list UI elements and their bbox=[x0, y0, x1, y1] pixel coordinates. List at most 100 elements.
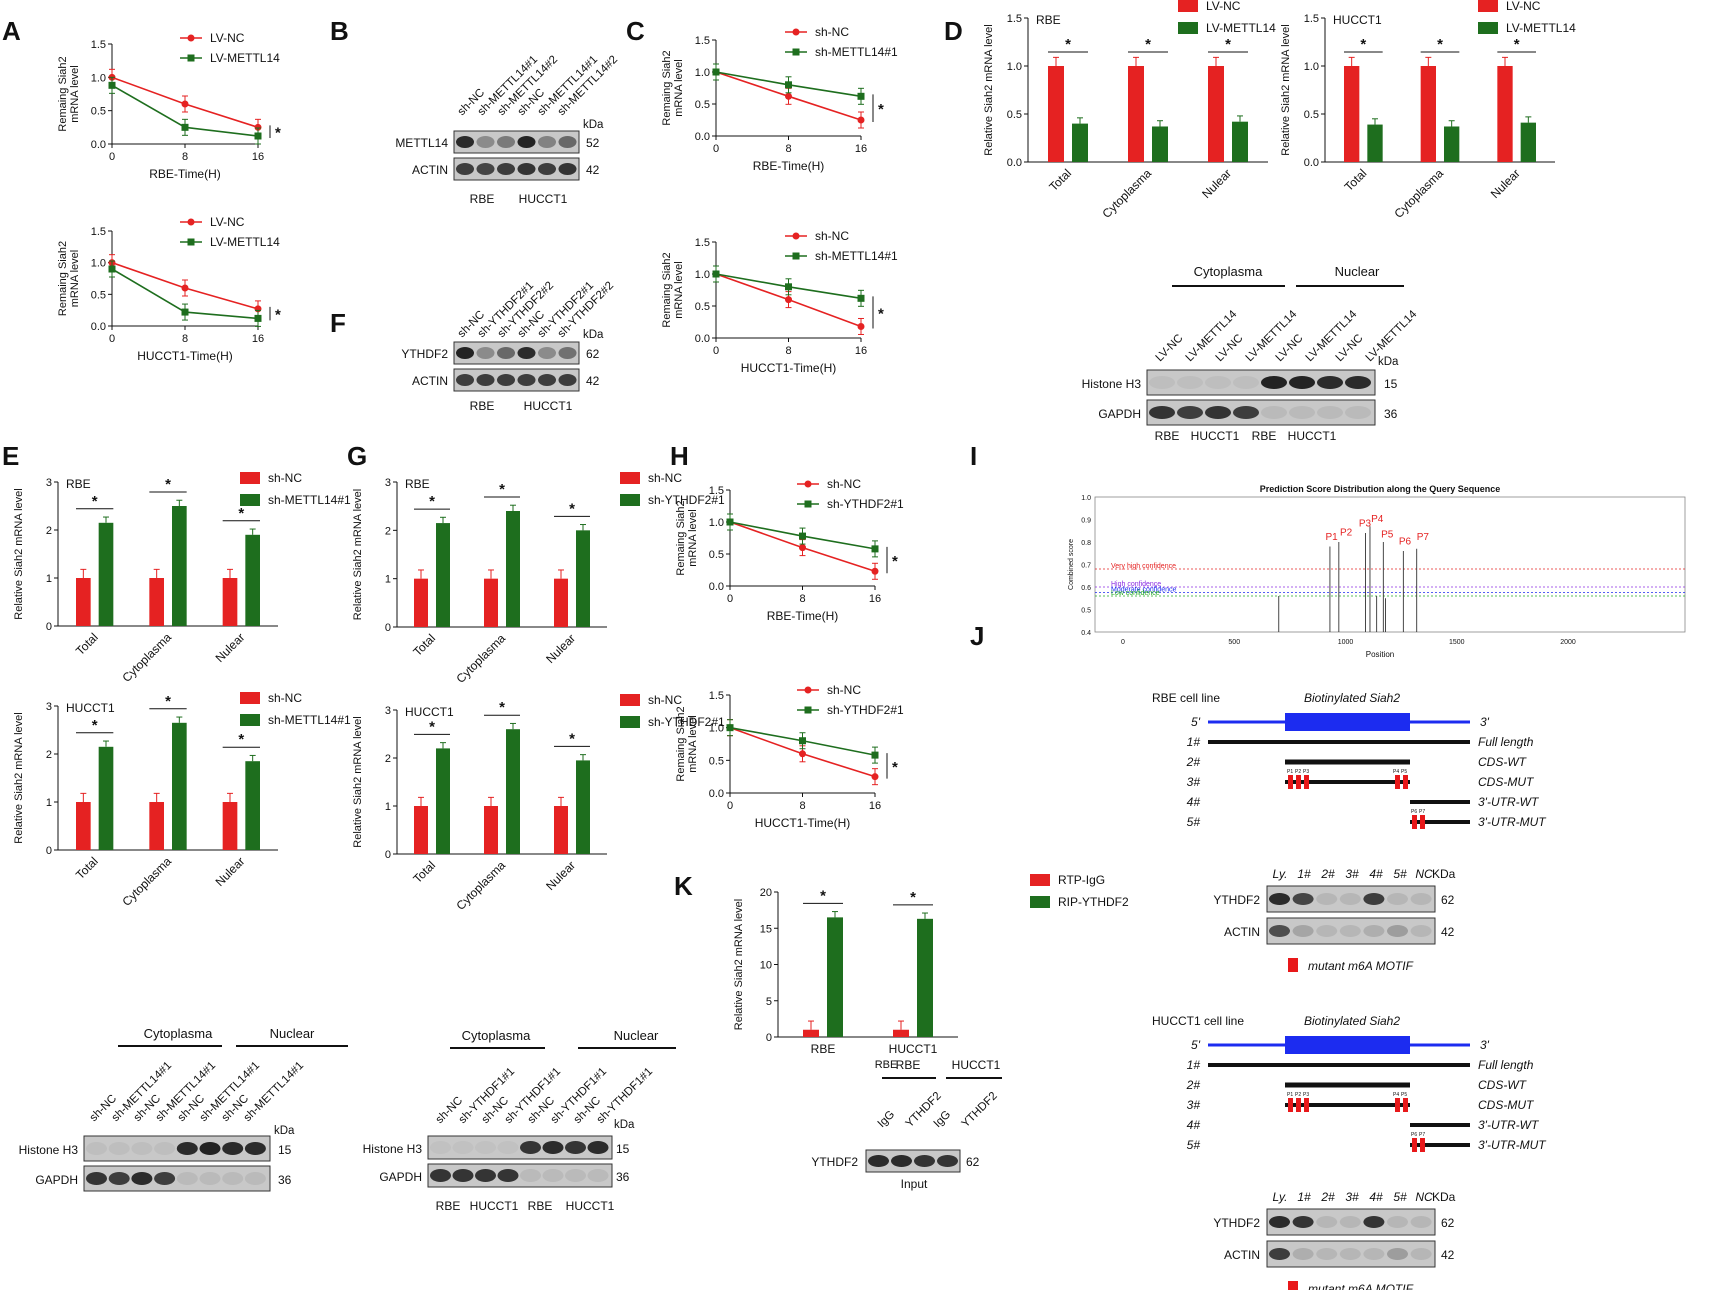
blot-band bbox=[565, 1169, 586, 1182]
y-tick-label: 1.0 bbox=[91, 72, 106, 84]
k-site-label: P5 bbox=[1401, 769, 1407, 775]
x-tick-label: 8 bbox=[182, 333, 188, 345]
k-row-label: 3'-UTR-WT bbox=[1478, 795, 1540, 809]
western-blots: sh-NCsh-METTL14#1sh-METTL14#2sh-NCsh-MET… bbox=[19, 54, 1420, 1213]
panel-label-F: F bbox=[330, 308, 346, 338]
kda-label: 62 bbox=[966, 1155, 980, 1169]
bar-treat-Cytoplasma bbox=[172, 722, 187, 850]
significance-star: * bbox=[820, 887, 826, 904]
j-peak-label: P3 bbox=[1359, 518, 1372, 529]
blot-band bbox=[475, 1169, 496, 1182]
y-tick-label: 0.0 bbox=[709, 581, 724, 593]
blot-band bbox=[199, 1172, 221, 1185]
kda-unit: kDa bbox=[583, 329, 604, 341]
k-kda-unit: KDa bbox=[1432, 867, 1456, 881]
legend-label: LV-METTL14 bbox=[1506, 21, 1576, 35]
blot-band bbox=[497, 1169, 519, 1182]
category-label: Cytoplasma bbox=[1391, 166, 1446, 221]
k-row-label: Full length bbox=[1478, 735, 1534, 749]
blot-band bbox=[587, 1141, 609, 1154]
data-point bbox=[785, 283, 792, 291]
k-mutant-site bbox=[1395, 1098, 1400, 1112]
k-lane-label: 1# bbox=[1297, 1190, 1311, 1204]
blot-band bbox=[476, 374, 495, 386]
k-lane-label: Ly. bbox=[1273, 867, 1288, 881]
blot-band bbox=[558, 136, 577, 148]
j-xlabel: Position bbox=[1366, 650, 1394, 659]
lane-label: LV-METTL14 bbox=[1304, 308, 1360, 364]
k-title: RBE cell line bbox=[1152, 691, 1220, 705]
group-label: HUCCT1 bbox=[1288, 429, 1337, 443]
blot-band bbox=[538, 163, 556, 175]
significance-star: * bbox=[499, 699, 505, 716]
blot-band bbox=[914, 1155, 935, 1167]
kda-label: 42 bbox=[586, 374, 600, 388]
y-tick-label: 1.0 bbox=[709, 723, 724, 735]
group-label: HUCCT1 bbox=[519, 192, 568, 206]
k-row-number: 1# bbox=[1187, 735, 1201, 749]
decay-charts: 0.0 0.5 1.0 1.5 0 8 16 RBE-Time(H) Remaing Siah2… bbox=[57, 25, 904, 830]
k-lane-label: NC bbox=[1415, 867, 1433, 881]
group-label: HUCCT1 bbox=[952, 1058, 1001, 1072]
j-xtick: 0 bbox=[1121, 639, 1125, 646]
blot-band bbox=[456, 347, 474, 359]
blot-band bbox=[244, 1142, 266, 1155]
panel-k-pulldown: RBE cell line Biotinylated Siah2 5' 3' 1# Ful… bbox=[1152, 691, 1547, 1290]
data-point bbox=[181, 284, 189, 292]
legend-swatch bbox=[1030, 874, 1050, 886]
data-point bbox=[712, 270, 720, 278]
bar-ctrl-Cytoplasma bbox=[149, 578, 164, 626]
y-tick-label: 2 bbox=[385, 525, 391, 537]
blot-band bbox=[1363, 1248, 1385, 1260]
y-tick-label: 1.0 bbox=[1007, 61, 1022, 73]
protein-label: Histone H3 bbox=[19, 1143, 79, 1157]
blot-band bbox=[542, 1169, 564, 1182]
bar-ctrl-Total bbox=[76, 578, 91, 626]
legend-label: sh-YTHDF2#1 bbox=[648, 715, 725, 729]
y-tick-label: 10 bbox=[760, 960, 772, 972]
fraction-header: Nuclear bbox=[1335, 264, 1380, 279]
y-tick-label: 0.0 bbox=[1304, 157, 1319, 169]
category-label: Total bbox=[410, 858, 438, 886]
k-cell-line-0: RBE cell line Biotinylated Siah2 5' 3' 1# Ful… bbox=[1152, 691, 1547, 973]
blot-band bbox=[1345, 406, 1371, 419]
y-tick-label: 3 bbox=[385, 705, 391, 717]
blot-G: Cytoplasma Nuclearsh-NCsh-YTHDF1#1sh-NCsh… bbox=[363, 1028, 676, 1213]
blot-band bbox=[1233, 376, 1259, 389]
group-label: HUCCT1 bbox=[1191, 429, 1240, 443]
y-tick-label: 3 bbox=[385, 477, 391, 489]
bar-ctrl-Cytoplasma bbox=[1128, 66, 1144, 162]
protein-label: GAPDH bbox=[379, 1170, 422, 1184]
blot-band bbox=[587, 1169, 609, 1182]
blot-band bbox=[1292, 1216, 1314, 1228]
k-site-label: P2 bbox=[1295, 1092, 1301, 1098]
category-label: Total bbox=[73, 854, 101, 882]
y-tick-label: 1 bbox=[46, 573, 52, 585]
blot-band bbox=[476, 163, 495, 175]
blot-band bbox=[1149, 376, 1175, 389]
j-ytick: 0.9 bbox=[1081, 518, 1091, 525]
y-tick-label: 2 bbox=[46, 749, 52, 761]
bar-chart-G1: 0 1 2 3 Relative Siah2 mRNA level RBE * Total * C… bbox=[352, 471, 725, 686]
data-point bbox=[799, 750, 806, 758]
x-axis-label: RBE-Time(H) bbox=[753, 159, 825, 173]
k-row-number: 4# bbox=[1187, 1118, 1201, 1132]
y-tick-label: 1.0 bbox=[91, 258, 106, 270]
bar-ctrl-Nulear bbox=[222, 802, 238, 850]
k-row-label: 3'-UTR-MUT bbox=[1478, 815, 1547, 829]
category-label: Nulear bbox=[213, 854, 248, 889]
significance-star: * bbox=[275, 307, 281, 324]
y-tick-label: 0.5 bbox=[709, 755, 724, 767]
y-axis-label: Remaing Siah2 bbox=[675, 706, 687, 781]
panel-label-I: I bbox=[970, 441, 977, 471]
data-point bbox=[871, 545, 879, 553]
blot-band bbox=[517, 163, 536, 175]
k-lane-label: 5# bbox=[1393, 867, 1407, 881]
x-tick-label: 8 bbox=[799, 800, 805, 812]
blot-band bbox=[1292, 925, 1314, 937]
significance-star: * bbox=[1514, 36, 1520, 53]
blot-band bbox=[517, 374, 536, 386]
lane-label: LV-NC bbox=[1154, 332, 1186, 364]
j-xtick: 1000 bbox=[1338, 639, 1354, 646]
input-label: Input bbox=[901, 1177, 928, 1191]
